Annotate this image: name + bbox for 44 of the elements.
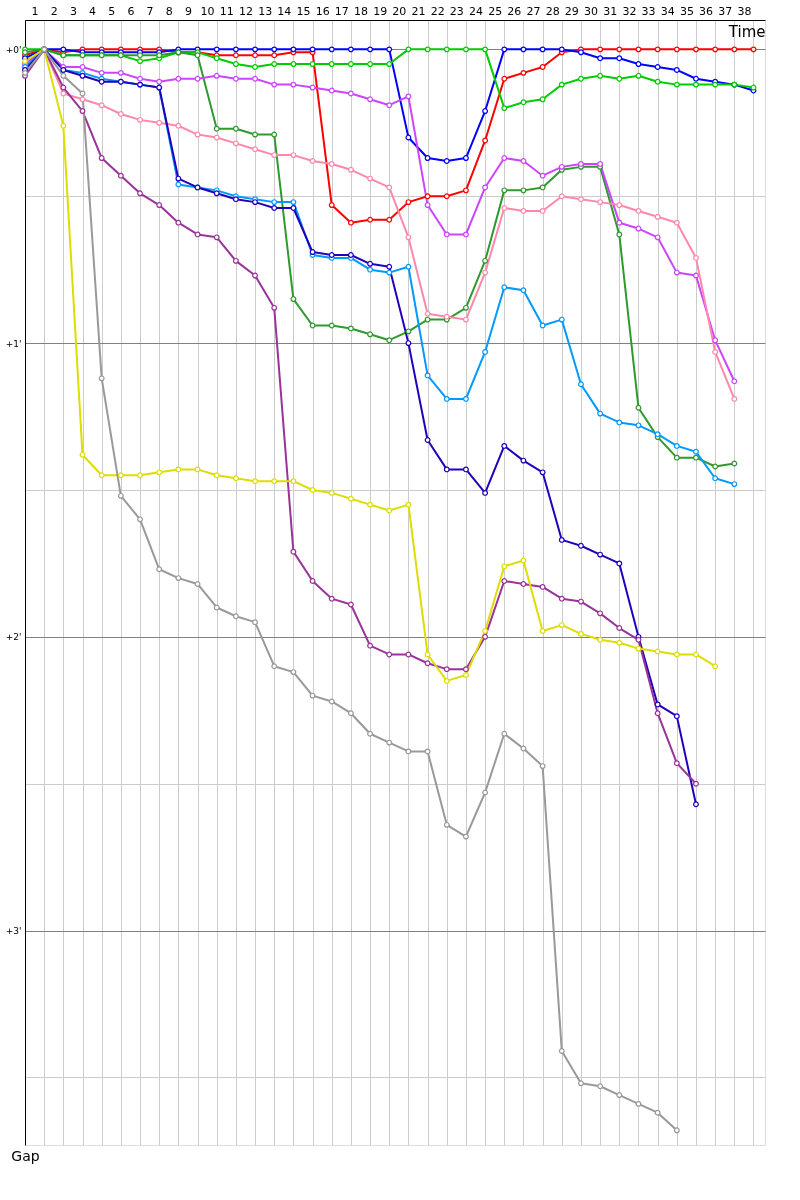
x-tick-label: 25 xyxy=(488,4,503,18)
x-tick-label: 32 xyxy=(622,4,637,18)
x-tick-label: 6 xyxy=(127,4,135,18)
x-tick-label: 18 xyxy=(353,4,368,18)
x-tick-label: 7 xyxy=(146,4,154,18)
x-tick-label: 28 xyxy=(545,4,560,18)
x-tick-label: 26 xyxy=(507,4,522,18)
x-tick-label: 29 xyxy=(564,4,579,18)
x-tick-label: 34 xyxy=(660,4,675,18)
x-tick-label: 9 xyxy=(184,4,192,18)
x-tick-label: 17 xyxy=(334,4,349,18)
x-tick-label: 38 xyxy=(737,4,752,18)
x-tick-label: 8 xyxy=(165,4,173,18)
x-tick-label: 5 xyxy=(108,4,116,18)
x-tick-label: 14 xyxy=(277,4,292,18)
x-tick-label: 27 xyxy=(526,4,541,18)
x-tick-label: 31 xyxy=(603,4,618,18)
x-tick-label: 16 xyxy=(315,4,330,18)
x-tick-label: 12 xyxy=(238,4,253,18)
x-tick-label: 37 xyxy=(718,4,733,18)
x-tick-label: 2 xyxy=(50,4,58,18)
x-tick-label: 3 xyxy=(69,4,77,18)
y-tick-label: +0' xyxy=(5,44,22,55)
y-tick-label: +2' xyxy=(5,632,22,643)
x-tick-label: 1 xyxy=(31,4,39,18)
x-tick-label: 11 xyxy=(219,4,234,18)
y-tick-label: +3' xyxy=(5,926,22,937)
x-tick-label: 35 xyxy=(679,4,694,18)
x-tick-label: 15 xyxy=(296,4,311,18)
y-tick-label: +1' xyxy=(5,338,22,349)
x-tick-label: 4 xyxy=(89,4,97,18)
x-axis-title: Time xyxy=(727,22,766,41)
y-axis-title: Gap xyxy=(11,1147,40,1164)
x-tick-label: 36 xyxy=(699,4,714,18)
x-tick-label: 24 xyxy=(469,4,484,18)
x-tick-label: 22 xyxy=(430,4,445,18)
x-tick-label: 30 xyxy=(584,4,599,18)
x-tick-label: 13 xyxy=(258,4,273,18)
x-tick-label: 19 xyxy=(373,4,388,18)
x-tick-label: 21 xyxy=(411,4,426,18)
x-tick-label: 23 xyxy=(449,4,464,18)
x-tick-label: 33 xyxy=(641,4,656,18)
x-tick-label: 20 xyxy=(392,4,407,18)
x-tick-label: 10 xyxy=(200,4,215,18)
